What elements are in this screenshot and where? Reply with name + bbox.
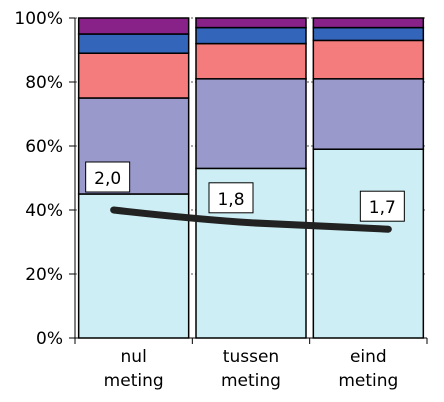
bar-segment: [312, 26, 425, 42]
bar-segment: [77, 17, 190, 35]
bar-segment: [195, 26, 307, 45]
x-tick-label: eind: [350, 347, 387, 367]
x-tick-label: meting: [104, 371, 164, 391]
data-label: 2,0: [94, 169, 121, 189]
data-label-box: [85, 161, 131, 193]
x-tick-label: nul: [121, 347, 147, 367]
data-label-box: [208, 182, 254, 214]
bar-segment: [312, 78, 425, 150]
bar-layer: [77, 17, 425, 339]
y-tick-label: 100%: [14, 9, 63, 29]
data-label: 1,7: [369, 198, 396, 218]
axis-layer: 0% 20% 40% 60% 80% 100% nul meting tussen meting e…: [14, 9, 428, 391]
line-layer: [110, 206, 392, 233]
bar-segment: [77, 33, 190, 54]
y-tick-label: 80%: [25, 73, 63, 93]
data-label-box: [359, 190, 405, 222]
x-tick-label: tussen: [223, 347, 279, 367]
bar-segment: [77, 52, 190, 99]
bar-segment: [195, 78, 307, 170]
bar-segment: [312, 17, 425, 29]
bar-segment: [195, 17, 307, 29]
data-label: 1,8: [217, 190, 244, 210]
x-tick-label: meting: [221, 371, 281, 391]
y-tick-label: 20%: [25, 265, 63, 285]
bar-segment: [195, 42, 307, 80]
bar-segment: [312, 39, 425, 80]
bar-segment: [312, 148, 425, 339]
label-layer: 2,0 1,8 1,7: [85, 161, 405, 222]
y-tick-label: 0%: [36, 329, 63, 349]
y-tick-label: 40%: [25, 201, 63, 221]
line-series: [110, 206, 392, 233]
x-tick-label: meting: [338, 371, 398, 391]
y-tick-label: 60%: [25, 137, 63, 157]
